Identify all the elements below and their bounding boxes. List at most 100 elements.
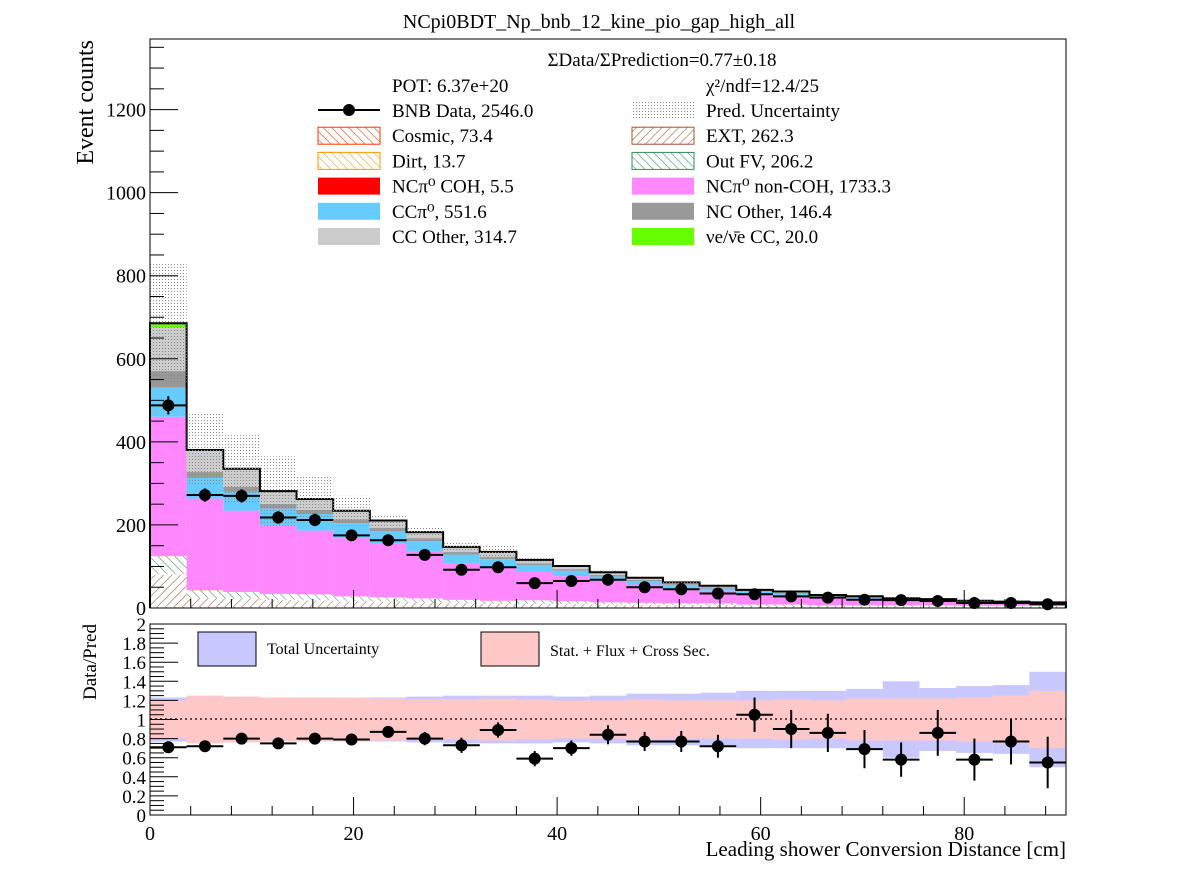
bar-ccpi0 — [553, 570, 590, 577]
ratio-y-tick-label: 2 — [137, 615, 147, 636]
legend-swatch-nue — [632, 228, 694, 245]
pred-uncertainty-band — [516, 558, 554, 562]
bar-ext — [553, 603, 590, 608]
legend-label-ccpi0: CCπ⁰, 551.6 — [392, 202, 487, 223]
bar-ncother — [479, 557, 517, 560]
data-point — [382, 534, 395, 547]
ratio-point — [198, 740, 211, 753]
legend-swatch-nccoh — [318, 177, 380, 195]
data-point — [858, 593, 871, 606]
main-y-axis-label: Event counts — [73, 40, 99, 165]
legend-swatch-total_unc — [197, 631, 257, 667]
bar-outfv — [809, 605, 847, 607]
ratio-point — [821, 726, 834, 739]
bar-outfv — [186, 590, 224, 598]
bar-outfv — [662, 603, 700, 605]
pred-uncertainty-band — [479, 545, 517, 558]
annotation-chi2: χ²/ndf=12.4/25 — [705, 76, 819, 97]
ratio-point — [492, 724, 505, 737]
data-point — [528, 577, 541, 590]
bar-outfv — [369, 597, 407, 602]
bar-cosmic — [369, 606, 407, 608]
data-point — [895, 594, 908, 607]
legend-label-outfv: Out FV, 206.2 — [706, 151, 813, 172]
legend-swatch-cosmic — [317, 126, 381, 145]
ratio-point — [895, 753, 908, 766]
ratio-y-tick-label: 1.8 — [122, 634, 146, 655]
ratio-point — [455, 739, 468, 752]
ratio-point — [528, 752, 541, 765]
pred-uncertainty-band — [150, 264, 187, 383]
ratio-point — [272, 737, 285, 750]
ratio-y-tick-label: 0.8 — [122, 730, 146, 751]
bar-ext — [736, 605, 773, 608]
ratio-legend: Total Uncertainty Stat. + Flux + Cross Se… — [197, 631, 710, 667]
ratio-y-tick-label: 1.2 — [122, 691, 146, 712]
bar-outfv — [406, 598, 444, 603]
bar-cosmic — [296, 606, 334, 608]
pred-uncertainty-band — [186, 414, 224, 486]
ratio-point — [968, 753, 981, 766]
legend-swatch-ext — [631, 126, 695, 145]
bar-ncother — [626, 579, 663, 582]
bar-outfv — [589, 602, 627, 605]
x-tick-label: 0 — [145, 823, 155, 845]
bar-outfv — [259, 593, 297, 600]
legend-swatch-ccother — [318, 228, 380, 245]
data-point — [968, 597, 981, 610]
pred-uncertainty-band — [589, 570, 627, 574]
legend-label-ccother: CC Other, 314.7 — [392, 227, 517, 248]
ratio-point — [345, 733, 358, 746]
data-point — [308, 513, 321, 526]
pred-uncertainty-band — [662, 581, 700, 583]
ratio-point — [308, 732, 321, 745]
ratio-point — [785, 723, 798, 736]
legend-swatch-dirt — [317, 151, 381, 170]
ratio-point — [1041, 756, 1054, 769]
ratio-y-tick-label: 0.2 — [122, 787, 146, 808]
bar-ncother — [443, 552, 480, 555]
bar-ncother — [369, 527, 407, 532]
bar-ext — [369, 601, 407, 607]
y-tick-label: 600 — [116, 349, 146, 371]
bar-ncother — [516, 563, 554, 566]
ratio-y-tick-label: 1.4 — [122, 672, 146, 693]
bar-outfv — [626, 602, 663, 605]
bar-ncnoncoh — [589, 580, 627, 603]
bar-ncnoncoh — [259, 525, 297, 594]
ratio-point — [931, 726, 944, 739]
bar-cosmic — [259, 606, 297, 608]
y-tick-label: 800 — [116, 266, 146, 288]
bar-outfv — [553, 601, 590, 604]
ratio-y-tick-label: 0.4 — [122, 768, 146, 789]
legend-label-stat_unc: Stat. + Flux + Cross Sec. — [550, 643, 710, 660]
y-tick-label: 200 — [116, 515, 146, 537]
bar-ext — [699, 605, 737, 608]
bar-ccpi0 — [516, 565, 554, 572]
y-tick-label: 1200 — [106, 100, 146, 122]
bar-ext — [882, 606, 920, 608]
bar-ext — [443, 603, 480, 608]
bar-outfv — [150, 556, 187, 574]
main-plot-frame — [149, 38, 1067, 609]
annotation-ratio: ΣData/ΣPrediction=0.77±0.18 — [547, 50, 776, 71]
ratio-point — [638, 735, 651, 748]
bar-ext — [296, 600, 334, 607]
bar-ccother — [553, 566, 590, 570]
data-point — [711, 587, 724, 600]
data-point — [602, 573, 614, 586]
bar-outfv — [516, 600, 554, 604]
bar-ext — [809, 606, 847, 608]
bar-ncnoncoh — [369, 543, 407, 598]
bar-outfv — [846, 605, 883, 607]
bar-ext — [846, 606, 883, 608]
bar-ncnoncoh — [150, 416, 187, 556]
ratio-y-tick-label: 0 — [137, 806, 147, 827]
ratio-point — [382, 725, 395, 738]
legend-label-ncnoncoh: NCπ⁰ non-COH, 1733.3 — [706, 177, 891, 198]
data-point — [162, 399, 175, 412]
legend-label-nue: νe/ν̄e CC, 20.0 — [706, 227, 818, 248]
stat-uncertainty-band — [186, 695, 224, 744]
main-legend: BNB Data, 2546.0 Pred. Uncertainty Cosmic,… — [317, 101, 891, 248]
